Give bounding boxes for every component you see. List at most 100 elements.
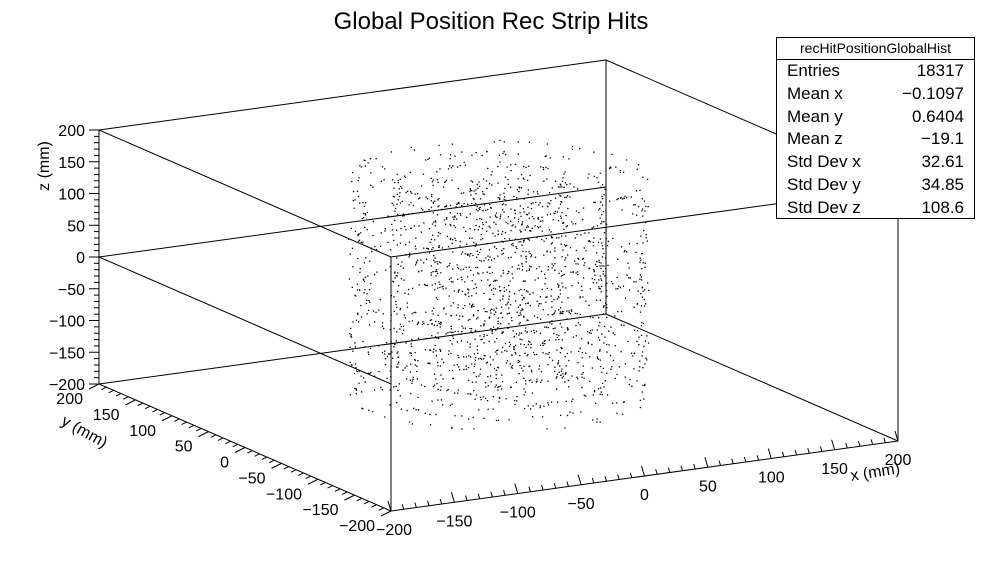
hit-point <box>554 212 556 215</box>
hit-point <box>533 332 536 334</box>
hit-point <box>530 330 532 332</box>
hit-point <box>402 325 405 327</box>
hit-point <box>482 396 484 398</box>
hit-point <box>454 237 456 239</box>
hit-point <box>600 278 602 280</box>
hit-point <box>509 304 512 306</box>
y-minor-tick <box>290 469 297 473</box>
hit-point <box>428 228 431 230</box>
hit-point <box>416 259 419 261</box>
hit-point <box>599 321 601 324</box>
hit-point <box>565 365 567 367</box>
hit-point <box>458 318 460 321</box>
hit-point <box>558 237 560 239</box>
hit-point <box>566 310 568 312</box>
hit-point <box>529 305 531 307</box>
z-axis-title: z (mm) <box>36 141 53 191</box>
hit-point <box>633 368 635 370</box>
y-tick-mark <box>234 447 246 453</box>
hit-point <box>486 311 488 313</box>
hit-point <box>577 274 579 276</box>
hit-point <box>569 183 571 185</box>
hit-point <box>647 205 649 208</box>
hit-point <box>463 203 465 205</box>
hit-point <box>523 289 525 291</box>
hit-point <box>496 353 498 355</box>
hit-point <box>600 387 602 389</box>
hit-point <box>528 365 530 368</box>
hit-point <box>518 191 520 193</box>
hit-point <box>559 313 561 315</box>
hit-point <box>532 292 534 294</box>
hit-point <box>576 312 578 315</box>
hit-point <box>457 267 460 270</box>
hit-point <box>636 303 639 305</box>
hit-point <box>513 348 515 351</box>
hit-point <box>363 159 365 161</box>
hit-point <box>396 229 398 231</box>
hit-point <box>517 178 519 180</box>
hit-point <box>641 321 643 324</box>
hit-point <box>574 237 576 239</box>
hit-point <box>575 335 577 337</box>
hit-point <box>511 367 513 369</box>
hit-point <box>447 389 449 391</box>
hit-point <box>433 221 435 223</box>
hit-point <box>497 386 499 388</box>
hit-point <box>459 245 461 247</box>
hit-point <box>593 237 595 239</box>
hit-point <box>370 372 372 374</box>
hit-point <box>620 197 622 199</box>
hit-point <box>596 329 598 331</box>
hit-point <box>518 186 520 188</box>
hit-point <box>532 405 534 407</box>
hit-point <box>379 299 381 301</box>
hit-point <box>440 374 442 376</box>
hit-point <box>359 271 361 274</box>
hit-point <box>499 139 501 142</box>
hit-point <box>523 388 525 390</box>
hit-point <box>596 282 598 284</box>
hit-point <box>562 222 564 224</box>
hit-point <box>497 233 500 235</box>
hit-point <box>601 245 603 247</box>
hit-point <box>491 332 493 334</box>
hit-point <box>357 313 359 316</box>
hit-point <box>561 211 563 214</box>
stats-box: recHitPositionGlobalHist Entries 18317 M… <box>776 37 975 219</box>
hit-point <box>517 361 519 364</box>
hit-point <box>550 288 553 291</box>
hit-point <box>446 235 448 237</box>
hit-point <box>395 303 397 306</box>
hit-point <box>467 254 469 256</box>
hit-point <box>639 406 642 409</box>
hit-point <box>454 415 456 417</box>
hit-point <box>392 281 395 283</box>
y-tick-label: −150 <box>302 502 338 519</box>
hit-point <box>356 289 359 291</box>
hit-point <box>457 389 459 391</box>
hit-point <box>488 340 490 342</box>
hit-point <box>410 352 412 354</box>
hit-point <box>543 340 545 342</box>
hit-point <box>572 336 575 338</box>
hit-point <box>393 187 395 189</box>
hit-point <box>451 369 454 372</box>
hit-point <box>437 365 439 367</box>
hit-point <box>579 324 581 326</box>
hit-point <box>465 266 467 269</box>
hit-point <box>392 204 395 206</box>
hit-point <box>518 373 520 375</box>
box-edge <box>98 59 607 131</box>
hit-point <box>360 391 363 393</box>
hit-point <box>551 314 553 316</box>
hit-point <box>357 312 359 314</box>
hit-point <box>547 206 549 208</box>
hit-point <box>358 239 361 241</box>
hit-point <box>537 277 539 279</box>
hit-point <box>497 419 500 421</box>
hit-point <box>464 305 466 307</box>
hit-point <box>416 378 418 380</box>
stats-row-stddev-z: Std Dev z 108.6 <box>777 197 974 220</box>
hit-point <box>642 290 644 292</box>
